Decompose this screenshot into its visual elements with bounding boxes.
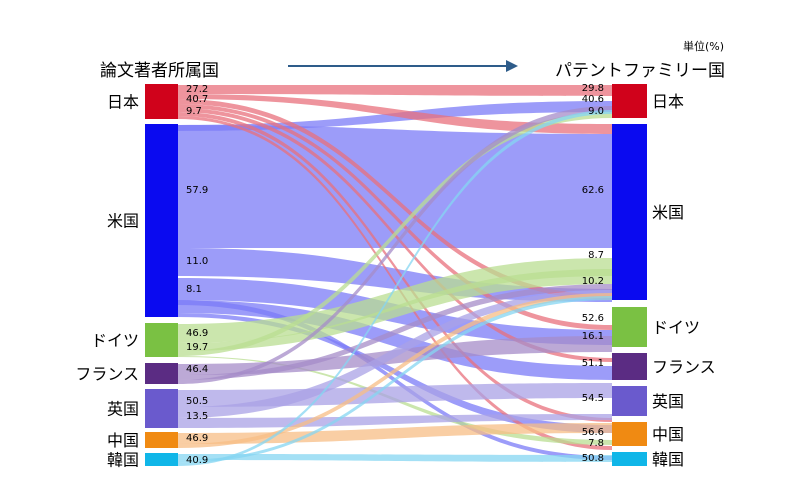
source-label-kr: 韓国 — [107, 451, 139, 470]
source-label-de: ドイツ — [91, 331, 139, 350]
link-jp-to-jp — [178, 85, 612, 96]
target-value-kr-0: 50.8 — [582, 453, 604, 464]
target-label-jp: 日本 — [652, 92, 684, 111]
target-value-jp-1: 40.6 — [582, 94, 604, 105]
target-node-kr — [612, 452, 647, 466]
source-label-fr: フランス — [75, 365, 139, 384]
source-node-fr — [145, 363, 178, 384]
target-label-uk: 英国 — [652, 392, 684, 411]
source-label-uk: 英国 — [107, 400, 139, 419]
target-value-de-0: 52.6 — [582, 313, 604, 324]
target-node-cn — [612, 422, 647, 446]
source-value-uk-0: 50.5 — [186, 396, 208, 407]
link-us-to-us — [178, 125, 612, 248]
source-node-us — [145, 124, 178, 317]
target-value-cn-1: 7.8 — [588, 438, 604, 449]
target-value-cn-0: 56.6 — [582, 427, 604, 438]
target-label-de: ドイツ — [652, 318, 700, 337]
target-label-us: 米国 — [652, 203, 684, 222]
target-value-jp-2: 9.0 — [588, 106, 604, 117]
target-value-us-2: 10.2 — [582, 276, 604, 287]
source-node-cn — [145, 432, 178, 448]
target-value-jp-0: 29.8 — [582, 83, 604, 94]
target-value-us-1: 8.7 — [588, 250, 604, 261]
source-value-fr-0: 46.4 — [186, 364, 208, 375]
source-value-de-1: 19.7 — [186, 342, 208, 353]
source-node-kr — [145, 453, 178, 466]
target-node-de — [612, 307, 647, 347]
target-node-us — [612, 124, 647, 300]
target-label-kr: 韓国 — [652, 450, 684, 469]
source-value-jp-1: 40.7 — [186, 94, 208, 105]
source-node-de — [145, 323, 178, 357]
source-value-uk-1: 13.5 — [186, 411, 208, 422]
source-node-jp — [145, 84, 178, 119]
source-value-cn-0: 46.9 — [186, 433, 208, 444]
target-label-cn: 中国 — [652, 425, 684, 444]
target-node-uk — [612, 386, 647, 416]
source-label-cn: 中国 — [107, 431, 139, 450]
target-node-jp — [612, 84, 647, 118]
source-value-us-1: 11.0 — [186, 256, 208, 267]
source-value-jp-2: 9.7 — [186, 106, 202, 117]
target-value-us-0: 62.6 — [582, 185, 604, 196]
source-value-de-0: 46.9 — [186, 328, 208, 339]
target-label-fr: フランス — [652, 358, 716, 377]
source-value-kr-0: 40.9 — [186, 455, 208, 466]
target-value-uk-0: 54.5 — [582, 393, 604, 404]
source-label-jp: 日本 — [107, 93, 139, 112]
target-value-fr-0: 51.1 — [582, 358, 604, 369]
source-value-us-2: 8.1 — [186, 284, 202, 295]
source-node-uk — [145, 389, 178, 428]
target-node-fr — [612, 353, 647, 380]
target-value-de-1: 16.1 — [582, 331, 604, 342]
source-label-us: 米国 — [107, 212, 139, 231]
source-value-us-0: 57.9 — [186, 185, 208, 196]
